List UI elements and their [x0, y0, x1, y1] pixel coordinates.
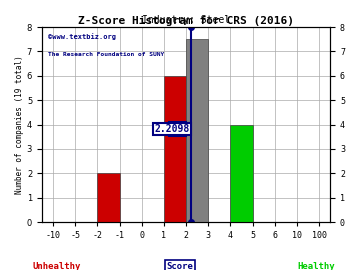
Y-axis label: Number of companies (19 total): Number of companies (19 total) [15, 55, 24, 194]
Text: Unhealthy: Unhealthy [32, 262, 81, 270]
Text: The Research Foundation of SUNY: The Research Foundation of SUNY [48, 52, 164, 58]
Text: Score: Score [167, 262, 193, 270]
Bar [164, 76, 186, 222]
Text: Industry: Steel: Industry: Steel [142, 15, 230, 25]
Title: Z-Score Histogram for CRS (2016): Z-Score Histogram for CRS (2016) [78, 16, 294, 26]
Text: ©www.textbiz.org: ©www.textbiz.org [48, 33, 116, 40]
Bar [186, 39, 208, 222]
Text: 2.2098: 2.2098 [154, 124, 190, 134]
Bar [97, 173, 120, 222]
Text: Healthy: Healthy [297, 262, 335, 270]
Bar [230, 124, 253, 222]
